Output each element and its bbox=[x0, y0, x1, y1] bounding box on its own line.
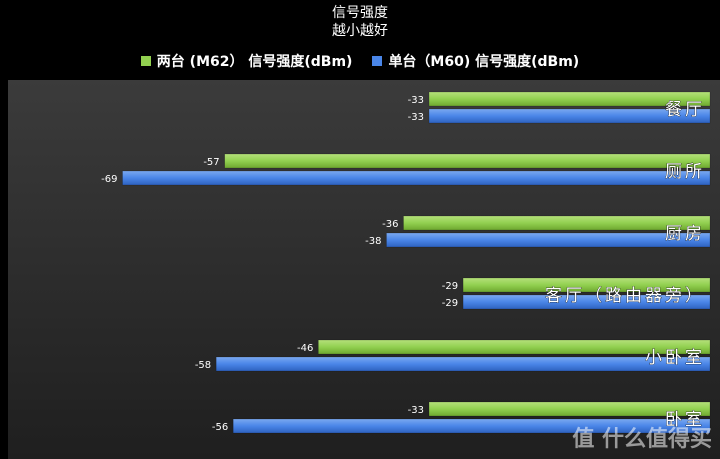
category-label-3: 客厅（路由器旁） bbox=[545, 286, 705, 306]
bar-m62-1 bbox=[224, 153, 711, 169]
data-label-m62-3: -29 bbox=[442, 281, 458, 292]
bar-m60-1 bbox=[122, 170, 711, 186]
legend-item-m62: 两台 (M62） 信号强度(dBm) bbox=[140, 51, 353, 71]
category-label-5: 卧室 bbox=[665, 410, 705, 430]
data-label-m60-3: -29 bbox=[442, 298, 458, 309]
data-label-m60-2: -38 bbox=[365, 236, 381, 247]
data-label-m60-5: -56 bbox=[212, 422, 228, 433]
legend: 两台 (M62） 信号强度(dBm) 单台（M60) 信号强度(dBm) bbox=[0, 51, 720, 71]
data-label-m62-2: -36 bbox=[382, 219, 398, 230]
bar-m60-3 bbox=[462, 294, 711, 310]
data-label-m62-0: -33 bbox=[408, 95, 424, 106]
legend-label-m62: 两台 (M62） 信号强度(dBm) bbox=[156, 54, 353, 70]
plot-background bbox=[8, 80, 720, 459]
bar-m60-2 bbox=[386, 232, 711, 248]
bar-m60-0 bbox=[428, 108, 711, 124]
plot-area: -33 -33 餐厅 -57 -69 厕所 -36-38 厨房 -29 -29 客厅（路由器旁） -4… bbox=[8, 80, 720, 459]
data-label-m62-1: -57 bbox=[203, 157, 219, 168]
category-label-0: 餐厅 bbox=[665, 100, 705, 120]
bar-m62-4 bbox=[318, 339, 711, 355]
data-label-m60-4: -58 bbox=[195, 360, 211, 371]
bar-m62-2 bbox=[403, 215, 711, 231]
bar-m60-5 bbox=[232, 418, 711, 434]
legend-swatch-m62 bbox=[140, 56, 151, 66]
data-label-m62-5: -33 bbox=[408, 405, 424, 416]
chart-subtitle: 越小越好 bbox=[332, 23, 388, 39]
bar-m62-0 bbox=[428, 91, 711, 107]
category-label-1: 厕所 bbox=[665, 162, 705, 182]
data-label-m60-1: -69 bbox=[101, 174, 117, 185]
legend-label-m60: 单台（M60) 信号强度(dBm) bbox=[388, 54, 580, 70]
chart-title: 信号强度 bbox=[332, 5, 388, 21]
bar-m62-3 bbox=[462, 277, 711, 293]
bar-m62-5 bbox=[428, 401, 711, 417]
watermark: 值 什么值得买 bbox=[572, 427, 712, 452]
category-label-4: 小卧室 bbox=[645, 348, 705, 368]
legend-item-m60: 单台（M60) 信号强度(dBm) bbox=[372, 51, 579, 71]
bar-m60-4 bbox=[215, 356, 711, 372]
data-label-m60-0: -33 bbox=[408, 112, 424, 123]
category-label-2: 厨房 bbox=[665, 224, 705, 244]
legend-swatch-m60 bbox=[372, 56, 383, 66]
data-label-m62-4: -46 bbox=[297, 343, 313, 354]
